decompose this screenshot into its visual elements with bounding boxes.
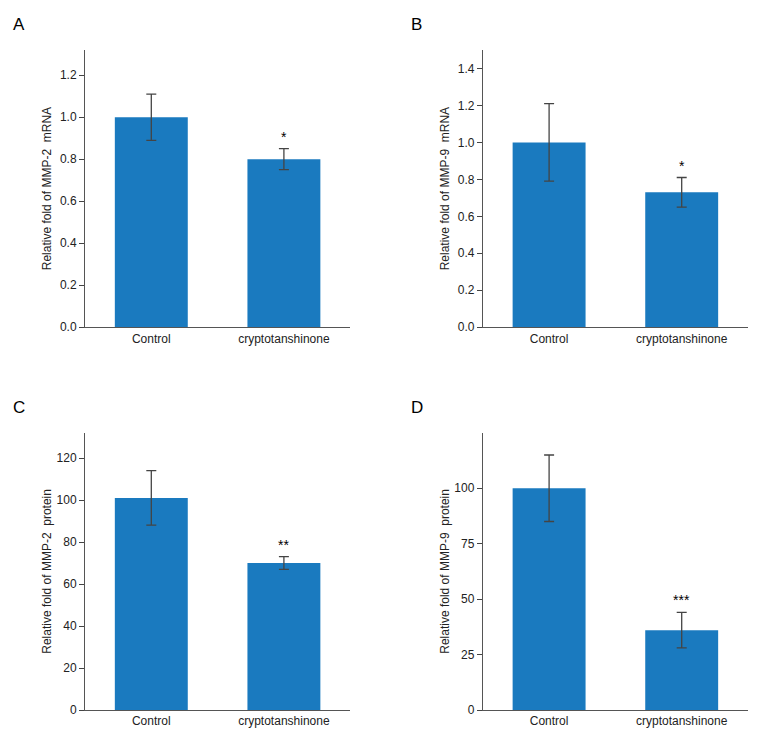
svg-text:**: ** [278, 537, 289, 553]
svg-text:0.4: 0.4 [458, 246, 475, 260]
svg-text:cryptotanshinone: cryptotanshinone [636, 332, 728, 346]
svg-text:0: 0 [468, 703, 475, 717]
svg-text:0.6: 0.6 [60, 194, 77, 208]
svg-text:B: B [411, 15, 422, 34]
svg-text:0.4: 0.4 [60, 236, 77, 250]
svg-text:Relative fold of MMP-2 mRNA: Relative fold of MMP-2 mRNA [40, 107, 54, 270]
svg-text:0.0: 0.0 [458, 320, 475, 334]
svg-text:cryptotanshinone: cryptotanshinone [238, 332, 330, 346]
svg-text:Relative fold of MMP-2 protei: Relative fold of MMP-2 protein [40, 489, 54, 654]
svg-text:Control: Control [132, 714, 171, 728]
svg-text:1.0: 1.0 [60, 110, 77, 124]
svg-text:cryptotanshinone: cryptotanshinone [636, 714, 728, 728]
svg-text:120: 120 [57, 451, 77, 465]
svg-text:*: * [679, 158, 685, 174]
svg-text:100: 100 [57, 493, 77, 507]
svg-text:40: 40 [63, 619, 77, 633]
svg-text:20: 20 [63, 661, 77, 675]
svg-text:Control: Control [132, 332, 171, 346]
svg-text:***: *** [673, 592, 690, 608]
svg-text:Control: Control [530, 714, 569, 728]
svg-text:0.6: 0.6 [458, 210, 475, 224]
svg-text:Relative fold of MMP-9 mRNA: Relative fold of MMP-9 mRNA [438, 107, 452, 270]
svg-text:1.2: 1.2 [60, 68, 77, 82]
svg-text:1.0: 1.0 [458, 136, 475, 150]
svg-text:80: 80 [63, 535, 77, 549]
svg-text:0.0: 0.0 [60, 320, 77, 334]
svg-text:0.8: 0.8 [458, 173, 475, 187]
svg-text:C: C [13, 398, 25, 417]
svg-text:1.2: 1.2 [458, 99, 475, 113]
svg-text:75: 75 [461, 537, 475, 551]
svg-text:100: 100 [454, 481, 474, 495]
svg-text:0: 0 [70, 703, 77, 717]
svg-text:Control: Control [530, 332, 569, 346]
svg-text:*: * [281, 129, 287, 145]
svg-text:25: 25 [461, 648, 475, 662]
svg-text:50: 50 [461, 592, 475, 606]
svg-text:cryptotanshinone: cryptotanshinone [238, 714, 330, 728]
svg-text:A: A [13, 15, 25, 34]
svg-text:60: 60 [63, 577, 77, 591]
svg-text:0.8: 0.8 [60, 152, 77, 166]
svg-text:Relative fold of MMP-9 protei: Relative fold of MMP-9 protein [438, 489, 452, 654]
svg-text:0.2: 0.2 [458, 283, 475, 297]
svg-text:0.2: 0.2 [60, 278, 77, 292]
svg-text:D: D [411, 398, 423, 417]
svg-text:1.4: 1.4 [458, 62, 475, 76]
